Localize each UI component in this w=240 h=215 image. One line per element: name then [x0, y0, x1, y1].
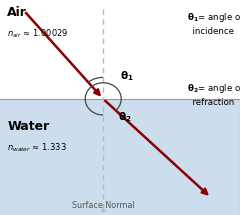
Text: $\mathbf{\theta_2}$= angle of
  refraction: $\mathbf{\theta_2}$= angle of refraction: [187, 82, 240, 107]
Text: Water: Water: [7, 120, 49, 133]
Text: $n_{water}$ ≈ 1.333: $n_{water}$ ≈ 1.333: [7, 142, 67, 154]
Text: $\mathbf{\theta_2}$: $\mathbf{\theta_2}$: [118, 110, 131, 124]
Text: $\mathbf{\theta_1}$: $\mathbf{\theta_1}$: [120, 69, 134, 83]
Text: Air: Air: [7, 6, 27, 19]
Text: $n_{air}$ ≈ 1.00029: $n_{air}$ ≈ 1.00029: [7, 28, 69, 40]
Bar: [0, 99, 240, 215]
Text: $\mathbf{\theta_1}$= angle of
  incidence: $\mathbf{\theta_1}$= angle of incidence: [187, 11, 240, 36]
Text: Surface Normal: Surface Normal: [72, 201, 135, 210]
